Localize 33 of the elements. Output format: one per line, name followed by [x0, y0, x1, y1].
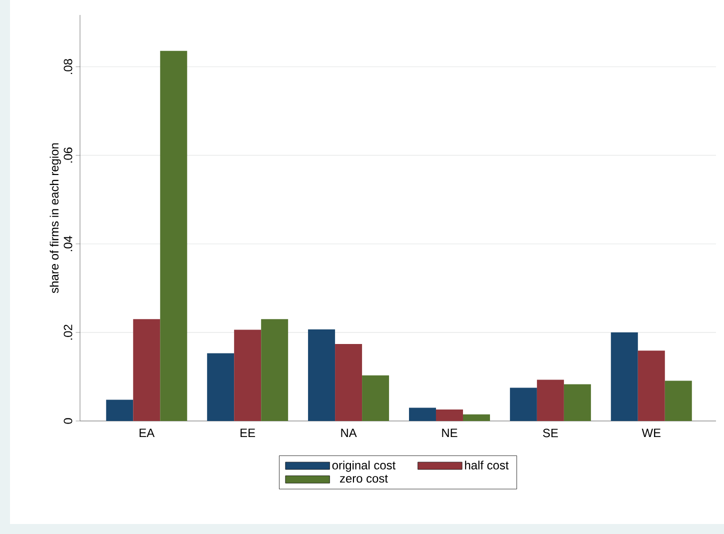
bar — [462, 414, 490, 421]
bar — [638, 350, 665, 421]
bar — [308, 329, 336, 421]
y-tick-label: .08 — [64, 58, 72, 74]
bar — [664, 380, 692, 421]
y-tick-label: .06 — [64, 148, 72, 163]
x-tick-label: EE — [240, 428, 256, 437]
x-tick-label: WE — [642, 428, 661, 437]
bar — [133, 319, 160, 421]
bar — [510, 388, 537, 421]
bar — [536, 380, 564, 421]
bar — [564, 384, 591, 421]
y-tick-label: .04 — [64, 236, 72, 252]
bar — [160, 50, 188, 421]
bar — [362, 375, 390, 421]
legend-label: half cost — [465, 460, 509, 470]
bar — [234, 330, 262, 421]
x-tick-label: NA — [341, 428, 357, 437]
y-tick-label: .02 — [64, 324, 72, 340]
y-axis-title: share of firms in each region — [50, 143, 61, 294]
x-tick-label: EA — [140, 428, 155, 437]
bar — [261, 319, 288, 421]
x-tick-label: NE — [442, 428, 458, 437]
bar — [207, 353, 234, 421]
bar — [335, 344, 362, 421]
bar — [436, 409, 463, 421]
y-tick-label: 0 — [64, 418, 72, 424]
bar — [408, 408, 436, 421]
x-tick-label: SE — [543, 428, 558, 438]
legend-label: zero cost — [340, 474, 388, 483]
bar — [610, 332, 638, 421]
bar — [106, 400, 134, 421]
legend-label: original cost — [332, 460, 396, 472]
